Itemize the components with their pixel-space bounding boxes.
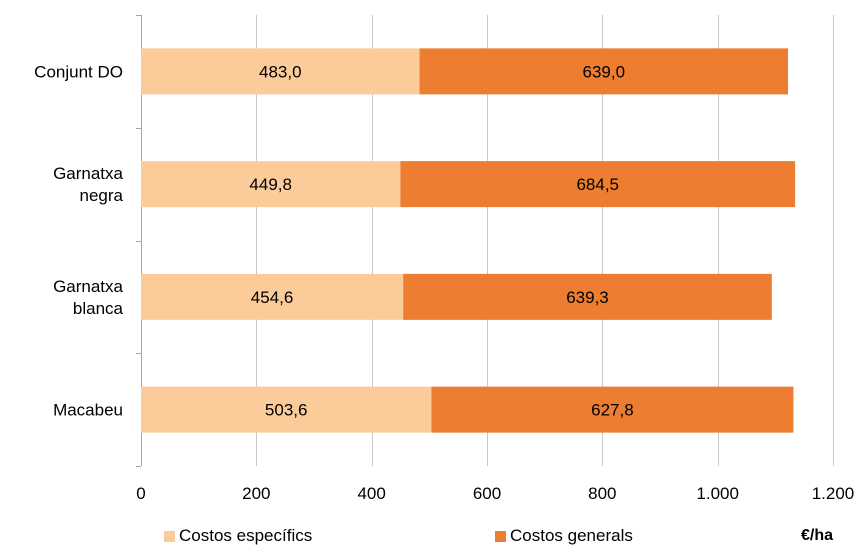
legend-swatch-costos-generals: [495, 530, 506, 542]
bar-segment-2-0: [141, 273, 404, 320]
category-label-1-1: negra: [80, 186, 124, 205]
legend-item-costos-generals: Costos generals: [495, 525, 633, 547]
x-tick-label-2: 400: [357, 484, 385, 503]
category-label-2-1: blanca: [73, 299, 124, 318]
category-label-3-0: Macabeu: [53, 401, 123, 420]
legend-swatch-costos-especifics: [164, 530, 175, 542]
legend-label-costos-generals: Costos generals: [510, 526, 633, 545]
data-label-0-0: 483,0: [259, 62, 302, 81]
x-tick-label-6: 1.200: [812, 484, 855, 503]
x-tick-label-3: 600: [473, 484, 501, 503]
legend-label-costos-especifics: Costos específics: [179, 526, 313, 545]
x-tick-label-5: 1.000: [696, 484, 739, 503]
category-label-2-0: Garnatxa: [53, 277, 123, 296]
x-tick-label-1: 200: [242, 484, 270, 503]
category-label-1-0: Garnatxa: [53, 164, 123, 183]
data-label-2-0: 454,6: [251, 288, 294, 307]
stacked-bar-chart: 0 200 400 600 800 1.000 1.200 483,0 639,0 Conjunt…: [34, 15, 855, 503]
x-tick-label-0: 0: [136, 484, 145, 503]
data-label-1-1: 684,5: [576, 175, 619, 194]
bar-segment-1-0: [141, 161, 401, 208]
bar-segment-1-1: [400, 161, 796, 208]
data-label-0-1: 639,0: [583, 62, 626, 81]
bar-segment-3-1: [431, 386, 794, 433]
bar-segment-0-1: [419, 48, 789, 95]
bar-segment-2-1: [403, 273, 772, 320]
data-label-2-1: 639,3: [566, 288, 609, 307]
data-label-1-0: 449,8: [249, 175, 292, 194]
data-label-3-1: 627,8: [591, 401, 634, 420]
bar-segment-3-0: [141, 386, 432, 433]
x-tick-label-4: 800: [588, 484, 616, 503]
legend-item-costos-especifics: Costos específics: [164, 525, 312, 547]
bar-segment-0-0: [141, 48, 420, 95]
data-label-3-0: 503,6: [265, 401, 308, 420]
category-label-0-0: Conjunt DO: [34, 62, 123, 81]
x-axis-unit-label: €/ha: [801, 527, 834, 544]
